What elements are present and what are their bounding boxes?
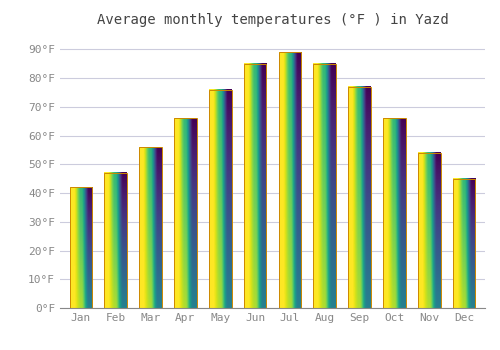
- Bar: [140, 147, 162, 308]
- Bar: [278, 52, 301, 308]
- Bar: [209, 90, 232, 308]
- Bar: [174, 118, 197, 308]
- Bar: [453, 179, 475, 308]
- Bar: [418, 153, 440, 308]
- Bar: [104, 173, 127, 308]
- Title: Average monthly temperatures (°F ) in Yazd: Average monthly temperatures (°F ) in Ya…: [96, 13, 448, 27]
- Bar: [314, 64, 336, 308]
- Bar: [244, 64, 266, 308]
- Bar: [70, 187, 92, 308]
- Bar: [383, 118, 406, 308]
- Bar: [348, 87, 371, 308]
